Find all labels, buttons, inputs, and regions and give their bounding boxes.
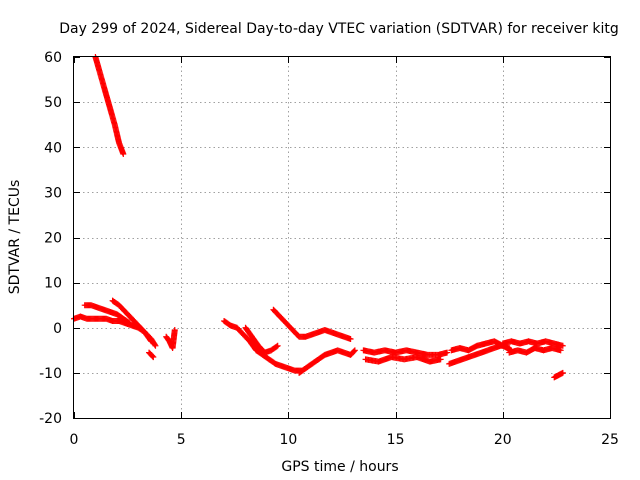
data-point [120, 151, 127, 158]
series-track-7 [221, 317, 305, 374]
data-point [351, 348, 358, 355]
series-track-15 [499, 338, 566, 349]
y-axis-label: SDTVAR / TECUs [7, 180, 23, 295]
y-tick-label: 0 [53, 321, 62, 337]
y-tick-label: 60 [44, 50, 62, 66]
x-tick-label: 0 [70, 432, 79, 448]
series-track-4 [109, 297, 155, 345]
data-point [125, 319, 132, 326]
x-axis-label: GPS time / hours [281, 459, 398, 475]
series-track-6 [163, 327, 178, 352]
y-tick-label: 40 [44, 140, 62, 156]
data-point [152, 342, 159, 349]
chart-title: Day 299 of 2024, Sidereal Day-to-day VTE… [59, 21, 619, 37]
plot-frame [73, 56, 611, 419]
series-track-9 [270, 306, 354, 343]
data-point [559, 342, 566, 349]
data-point [559, 369, 566, 376]
data-point [444, 349, 451, 356]
series-track-12 [362, 354, 444, 365]
data-point [148, 338, 155, 345]
series-track-5 [146, 349, 157, 361]
data-point [347, 336, 354, 343]
data-point [171, 327, 178, 334]
marks-layer [71, 54, 566, 381]
series-track-8 [242, 324, 281, 356]
series-track-10 [296, 347, 358, 376]
series-track-1 [92, 54, 127, 158]
series-track-17 [551, 369, 566, 381]
grid-layer [74, 57, 610, 418]
series-track-14 [448, 338, 515, 354]
data-point [147, 337, 154, 344]
data-point [557, 347, 564, 354]
x-tick-label: 20 [494, 432, 512, 448]
y-tick-label: 20 [44, 231, 62, 247]
data-point [274, 342, 281, 349]
data-point [149, 353, 156, 360]
data-point [126, 320, 133, 327]
y-tick-label: 50 [44, 95, 62, 111]
data-point [273, 343, 280, 350]
series-track-3 [81, 302, 133, 327]
x-tick-label: 25 [601, 432, 619, 448]
y-tick-label: -10 [39, 366, 62, 382]
series-track-16 [506, 345, 564, 356]
ticks-layer: 0 5 10 15 20 25 -20 -10 0 10 20 30 40 50 60 [39, 50, 619, 448]
y-tick-label: -20 [39, 411, 62, 427]
x-tick-label: 5 [177, 432, 186, 448]
data-point [351, 347, 358, 354]
y-tick-label: 30 [44, 185, 62, 201]
x-tick-label: 15 [387, 432, 405, 448]
data-point [150, 354, 157, 361]
y-tick-label: 10 [44, 276, 62, 292]
data-point [437, 356, 444, 363]
x-tick-label: 10 [279, 432, 297, 448]
data-point [151, 341, 158, 348]
